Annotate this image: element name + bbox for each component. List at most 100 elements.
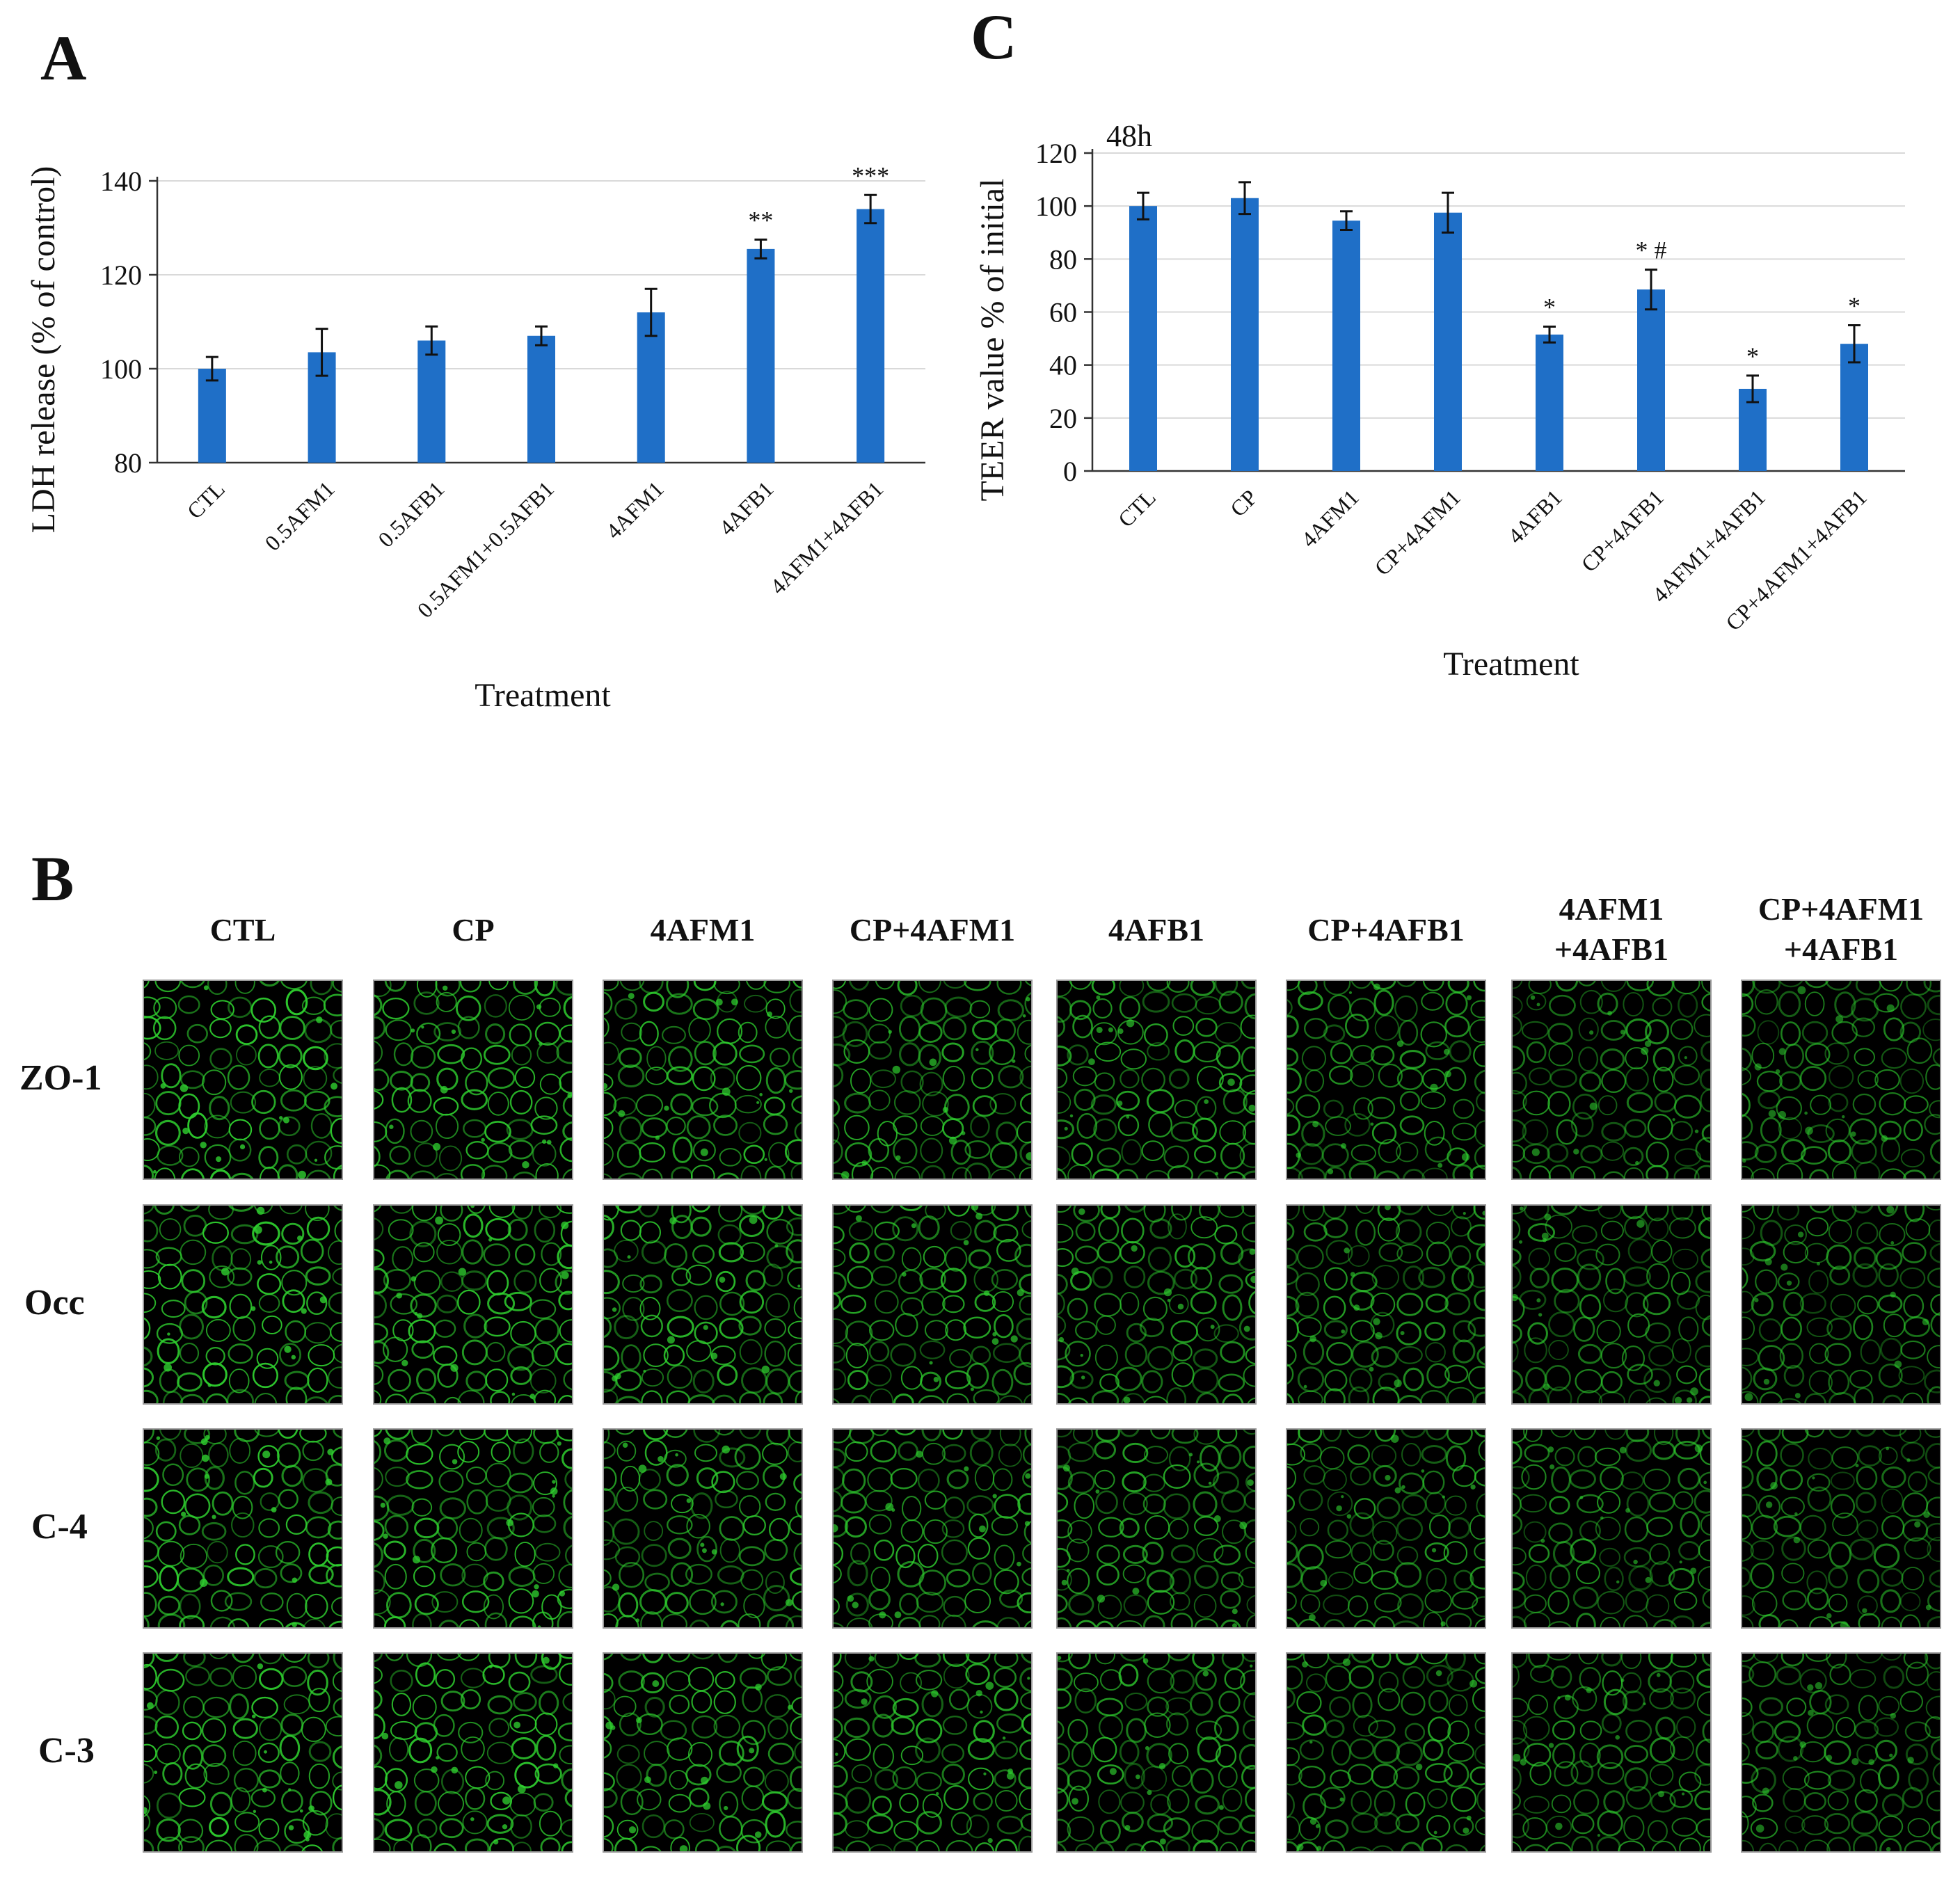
chart-c-y-tick-label: 60 <box>1049 297 1077 328</box>
micrograph-image <box>604 1654 802 1851</box>
column-header: 4AFM1 +4AFB1 <box>1554 891 1669 967</box>
chart-a-y-tick-label: 80 <box>114 447 142 479</box>
chart-c-bar <box>1332 221 1360 471</box>
micrograph-tile <box>832 980 1033 1180</box>
micrograph-tile <box>1286 1428 1486 1629</box>
column-header: CTL <box>209 912 276 948</box>
chart-a-bar <box>527 335 555 463</box>
micrograph-image <box>374 1654 572 1851</box>
chart-c-significance-label: * <box>1848 292 1861 320</box>
micrograph-tile <box>1511 1204 1712 1405</box>
chart-c-y-tick-label: 80 <box>1049 243 1077 275</box>
chart-c-y-tick-label: 0 <box>1063 456 1077 487</box>
panel-label-b: B <box>31 843 74 914</box>
chart-a-x-axis-label: Treatment <box>475 677 611 714</box>
chart-c-significance-label: * <box>1746 342 1759 370</box>
chart-a-bar <box>637 312 665 463</box>
micrograph-image <box>1742 1206 1940 1403</box>
chart-c-significance-label: * # <box>1636 237 1667 264</box>
micrograph-image <box>374 1430 572 1627</box>
micrograph-tile <box>603 980 803 1180</box>
micrograph-tile <box>832 1652 1033 1853</box>
micrograph-tile <box>373 1652 573 1853</box>
chart-a-bar <box>417 340 446 463</box>
column-header: CP <box>452 912 495 948</box>
micrograph-tile <box>143 1652 343 1853</box>
micrograph-tile <box>832 1204 1033 1405</box>
row-header: ZO-1 <box>19 1058 102 1098</box>
micrograph-tile <box>832 1428 1033 1629</box>
micrograph-image <box>144 981 342 1179</box>
chart-a-significance-label: ** <box>748 206 773 234</box>
micrograph-tile <box>373 980 573 1180</box>
chart-a-y-tick-label: 140 <box>100 166 142 197</box>
column-header: CP+4AFB1 <box>1307 912 1465 948</box>
chart-c-bar <box>1129 206 1157 471</box>
chart-a-y-tick-label: 120 <box>100 259 142 291</box>
micrograph-image <box>834 1206 1031 1403</box>
column-header: CP+4AFM1 <box>849 912 1016 948</box>
micrograph-image <box>1058 1430 1255 1627</box>
micrograph-image <box>1058 981 1255 1179</box>
column-header: CP+4AFM1 +4AFB1 <box>1758 891 1925 967</box>
micrograph-tile <box>373 1204 573 1405</box>
micrograph-tile <box>143 1428 343 1629</box>
micrograph-image <box>1513 1654 1710 1851</box>
chart-c-y-tick-label: 100 <box>1035 191 1077 222</box>
micrograph-tile <box>373 1428 573 1629</box>
micrograph-image <box>144 1206 342 1403</box>
micrograph-image <box>374 1206 572 1403</box>
micrograph-image <box>144 1654 342 1851</box>
column-header: 4AFM1 <box>650 912 756 948</box>
chart-a-bar <box>856 209 885 463</box>
row-header: C-4 <box>31 1507 88 1547</box>
micrograph-image <box>1287 1430 1485 1627</box>
micrograph-image <box>1058 1654 1255 1851</box>
micrograph-image <box>1513 1430 1710 1627</box>
chart-c-inset-label: 48h <box>1106 119 1152 153</box>
micrograph-tile <box>1056 980 1257 1180</box>
micrograph-image <box>144 1430 342 1627</box>
micrograph-tile <box>143 1204 343 1405</box>
micrograph-tile <box>1741 1204 1941 1405</box>
micrograph-image <box>834 1430 1031 1627</box>
chart-c-bar <box>1536 334 1563 471</box>
panel-label-a: A <box>40 22 87 93</box>
micrograph-image <box>604 981 802 1179</box>
micrograph-tile <box>1286 980 1486 1180</box>
chart-a-y-tick-label: 100 <box>100 353 142 385</box>
chart-c-y-tick-label: 120 <box>1035 138 1077 169</box>
micrograph-tile <box>1511 980 1712 1180</box>
chart-a-bar <box>198 369 226 463</box>
micrograph-tile <box>1741 1428 1941 1629</box>
chart-c-y-tick-label: 40 <box>1049 350 1077 381</box>
chart-c-significance-label: * <box>1543 293 1556 321</box>
micrograph-image <box>1742 1430 1940 1627</box>
micrograph-image <box>374 981 572 1179</box>
micrograph-image <box>604 1206 802 1403</box>
chart-c-bar <box>1637 289 1665 471</box>
chart-c-x-axis-label: Treatment <box>1443 646 1579 682</box>
micrograph-tile <box>1741 1652 1941 1853</box>
chart-c-bar <box>1840 344 1868 471</box>
micrograph-image <box>1287 1654 1485 1851</box>
micrograph-image <box>1513 1206 1710 1403</box>
micrograph-image <box>1058 1206 1255 1403</box>
micrograph-tile <box>1286 1652 1486 1853</box>
micrograph-image <box>1742 1654 1940 1851</box>
chart-a-bar <box>747 248 775 463</box>
row-header: Occ <box>24 1283 85 1323</box>
panel-label-c: C <box>971 1 1017 72</box>
row-header: C-3 <box>38 1731 95 1771</box>
micrograph-tile <box>1286 1204 1486 1405</box>
chart-c-y-axis-label: TEER value % of initial <box>974 179 1011 502</box>
micrograph-image <box>1742 981 1940 1179</box>
micrograph-image <box>1513 981 1710 1179</box>
micrograph-tile <box>1056 1204 1257 1405</box>
micrograph-tile <box>1056 1652 1257 1853</box>
micrograph-image <box>1287 1206 1485 1403</box>
chart-c-y-tick-label: 20 <box>1049 403 1077 434</box>
chart-c-bar <box>1434 212 1462 471</box>
